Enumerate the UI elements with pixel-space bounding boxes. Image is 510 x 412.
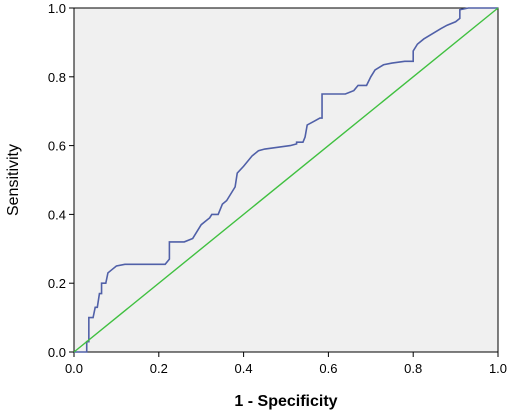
y-tick-label: 0.4 [48, 207, 66, 222]
x-tick-label: 0.2 [150, 361, 168, 376]
y-tick-label: 0.2 [48, 276, 66, 291]
y-tick-label: 1.0 [48, 1, 66, 16]
x-tick-label: 0.0 [65, 361, 83, 376]
series-layer [73, 7, 499, 353]
y-tick-label: 0.0 [48, 345, 66, 360]
x-tick-label: 0.4 [235, 361, 253, 376]
roc-curve-line [74, 7, 498, 353]
y-axis-title: Sensitivity [5, 144, 22, 216]
reference-diagonal-line [73, 7, 499, 353]
x-tick-label: 0.8 [404, 361, 422, 376]
x-axis-title: 1 - Specificity [234, 393, 337, 410]
y-tick-label: 0.8 [48, 70, 66, 85]
axis-ticks: 0.0 0.2 0.4 0.6 0.8 1.0 0.0 0.2 0.4 0.6 0.8 1.0 [48, 1, 507, 376]
y-tick-label: 0.6 [48, 139, 66, 154]
x-tick-label: 0.6 [319, 361, 337, 376]
x-tick-label: 1.0 [489, 361, 507, 376]
